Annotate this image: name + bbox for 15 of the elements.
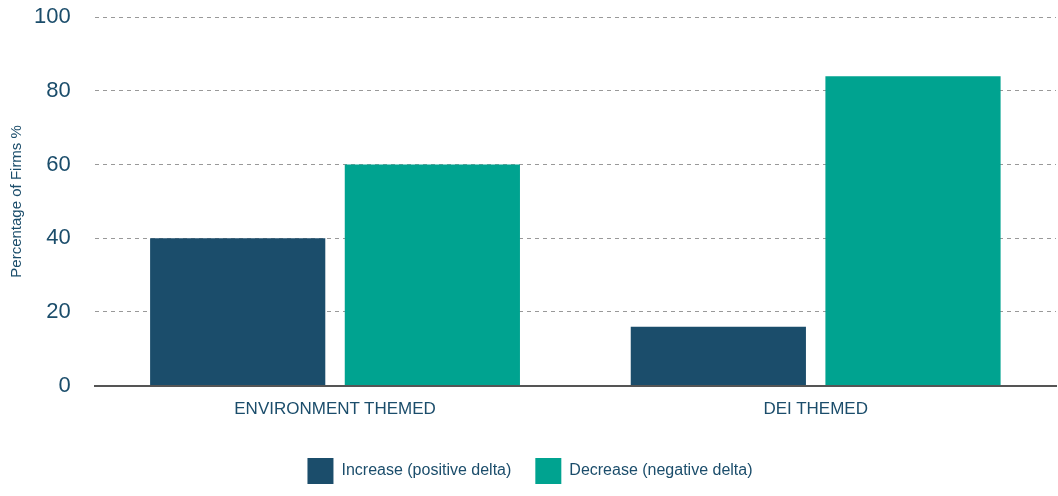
y-tick-label: 80: [46, 76, 71, 102]
x-tick-label: DEI THEMED: [763, 399, 868, 419]
legend-label: Decrease (negative delta): [569, 461, 753, 479]
y-tick-label: 0: [58, 371, 71, 397]
y-axis-title: Percentage of Firms %: [7, 125, 25, 278]
x-tick-label: ENVIRONMENT THEMED: [234, 399, 436, 419]
bar: [825, 76, 1001, 386]
legend-label: Increase (positive delta): [341, 461, 512, 479]
y-tick-label: 20: [46, 297, 71, 323]
bar: [630, 326, 806, 386]
y-tick-label: 100: [33, 3, 71, 29]
bar: [344, 164, 520, 386]
y-tick-label: 40: [46, 224, 71, 250]
y-tick-label: 60: [46, 150, 71, 176]
bar: [150, 238, 326, 386]
